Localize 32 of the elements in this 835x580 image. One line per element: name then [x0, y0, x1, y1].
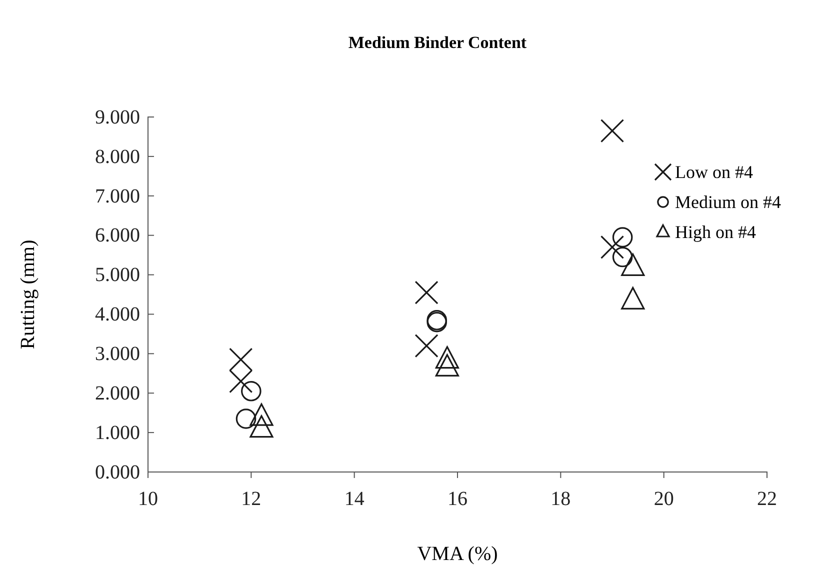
- x-tick-label: 10: [138, 488, 158, 510]
- point: [600, 119, 624, 143]
- x-axis-title: VMA (%): [417, 543, 498, 565]
- y-tick-label: 5.000: [95, 264, 140, 286]
- point: [414, 334, 438, 358]
- y-tick-label: 1.000: [95, 422, 140, 444]
- point: [414, 280, 438, 304]
- y-tick-label: 8.000: [95, 146, 140, 168]
- chart-title: Medium Binder Content: [348, 33, 527, 52]
- point: [229, 369, 253, 394]
- x-tick-label: 22: [757, 488, 777, 510]
- x-tick-label: 18: [550, 488, 571, 510]
- y-axis-title: Rutting (mm): [17, 240, 39, 350]
- point: [229, 348, 253, 372]
- x-tick-label: 14: [344, 488, 364, 510]
- point: [241, 380, 262, 402]
- point: [236, 408, 256, 429]
- point: [600, 235, 624, 259]
- x-tick-label: 16: [448, 488, 468, 510]
- x-tick-label: 12: [241, 488, 262, 510]
- y-tick-label: 6.000: [95, 224, 140, 247]
- y-tick-label: 2.000: [95, 382, 140, 405]
- x-tick-label: 20: [654, 488, 674, 510]
- legend-label: Low on #4: [675, 162, 753, 182]
- y-tick-label: 4.000: [95, 304, 140, 326]
- y-tick-label: 7.000: [95, 185, 140, 208]
- legend-label: High on #4: [675, 222, 756, 242]
- point: [612, 227, 633, 248]
- y-tick-label: 3.000: [95, 343, 140, 366]
- legend-label: Medium on #4: [675, 192, 781, 212]
- y-tick-label: 9.000: [95, 106, 140, 128]
- y-tick-label: 0.000: [95, 461, 140, 484]
